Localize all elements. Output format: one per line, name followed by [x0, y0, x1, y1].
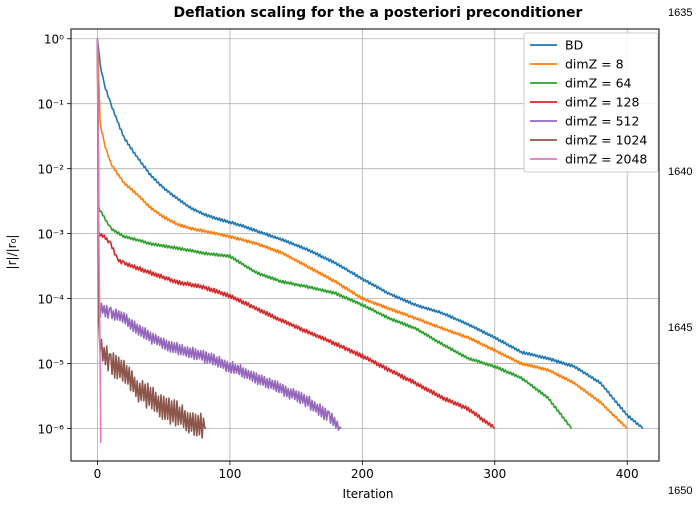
legend-label: dimZ = 8 — [565, 57, 624, 72]
series-line — [96, 38, 102, 443]
series-layer — [96, 38, 644, 443]
margin-number-2: 1640 — [668, 166, 692, 178]
x-tick-label: 100 — [218, 467, 241, 481]
series-line — [96, 38, 573, 430]
series-line — [96, 38, 644, 430]
legend: BD dimZ = 8 dimZ = 64 dimZ = 128 dimZ = 512 d… — [523, 32, 659, 173]
legend-label: dimZ = 64 — [565, 76, 632, 91]
grid — [71, 29, 659, 461]
y-tick-label: 10⁻³ — [38, 228, 65, 242]
margin-number-4: 1650 — [668, 485, 692, 497]
series-line — [96, 38, 628, 430]
y-axis: 10⁰ 10⁻¹ 10⁻² 10⁻³ 10⁻⁴ 10⁻⁵ 10⁻⁶ — [38, 33, 71, 437]
legend-label: dimZ = 128 — [565, 95, 639, 110]
legend-label: dimZ = 2048 — [565, 152, 647, 167]
series-line — [96, 38, 207, 439]
x-tick-label: 0 — [94, 467, 102, 481]
margin-number-3: 1645 — [668, 322, 692, 334]
x-axis: 0 100 200 300 400 — [94, 461, 639, 481]
chart-title: Deflation scaling for the a posteriori p… — [174, 5, 583, 21]
margin-number-1: 1635 — [668, 7, 692, 19]
y-tick-label: 10⁻⁵ — [38, 358, 65, 372]
series-line — [96, 38, 496, 430]
y-tick-label: 10⁻¹ — [38, 98, 65, 112]
legend-label: dimZ = 1024 — [565, 133, 647, 148]
legend-box — [523, 32, 659, 173]
x-tick-label: 300 — [483, 467, 506, 481]
y-axis-label: |r|/|r₀| — [5, 235, 19, 270]
legend-label: dimZ = 512 — [565, 114, 639, 129]
y-tick-label: 10⁻² — [38, 163, 65, 177]
x-tick-label: 200 — [351, 467, 374, 481]
y-tick-label: 10⁰ — [44, 33, 64, 47]
y-tick-label: 10⁻⁶ — [38, 423, 65, 437]
x-axis-label: Iteration — [343, 487, 394, 501]
x-tick-label: 400 — [616, 467, 639, 481]
legend-label: BD — [565, 38, 583, 53]
plot-frame — [70, 28, 660, 462]
series-line — [96, 38, 342, 431]
y-tick-label: 10⁻⁴ — [38, 293, 65, 307]
